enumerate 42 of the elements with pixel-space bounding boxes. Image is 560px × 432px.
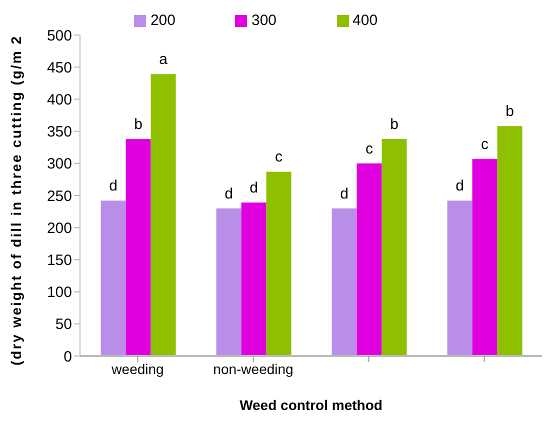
bar <box>332 208 357 356</box>
y-tick-label: 150 <box>46 252 72 270</box>
bar <box>216 208 242 356</box>
data-label: d <box>456 178 464 195</box>
data-label: b <box>506 103 514 120</box>
y-tick-label: 350 <box>46 124 72 141</box>
y-axis-title: (dry weight of dill in three cutting (g/m 2 <box>8 35 24 366</box>
y-tick-label: 250 <box>46 188 72 205</box>
data-label: b <box>134 116 142 134</box>
y-tick-label: 400 <box>46 92 72 109</box>
bar <box>382 139 407 356</box>
data-label: a <box>159 51 168 68</box>
legend-label: 300 <box>251 12 277 29</box>
bar <box>266 172 292 356</box>
y-tick-label: 300 <box>46 156 72 173</box>
bar <box>100 200 126 356</box>
y-tick-label: 200 <box>46 220 72 237</box>
data-label: d <box>250 180 258 197</box>
y-tick-label: 50 <box>55 316 72 334</box>
bar <box>356 163 382 356</box>
bar <box>497 126 522 356</box>
bar <box>241 202 266 356</box>
x-axis-title: Weed control method <box>240 397 382 413</box>
data-label: c <box>366 140 374 158</box>
bar <box>447 200 472 356</box>
data-label: b <box>390 116 398 134</box>
y-tick-label: 500 <box>46 27 72 44</box>
data-label: d <box>224 185 233 202</box>
bar <box>472 158 498 356</box>
y-tick-label: 450 <box>46 59 72 76</box>
legend-label: 400 <box>352 12 378 29</box>
data-label: d <box>340 185 348 202</box>
x-tick-label: weeding <box>110 360 164 377</box>
bar <box>150 74 176 356</box>
data-label: c <box>481 136 490 153</box>
data-label: c <box>275 148 284 166</box>
y-tick-label: 100 <box>46 284 72 302</box>
data-label: d <box>109 178 118 195</box>
bar <box>126 139 151 356</box>
x-tick-label: non-weeding <box>213 360 294 377</box>
legend-label: 200 <box>150 12 176 29</box>
y-tick-label: 0 <box>64 348 72 366</box>
